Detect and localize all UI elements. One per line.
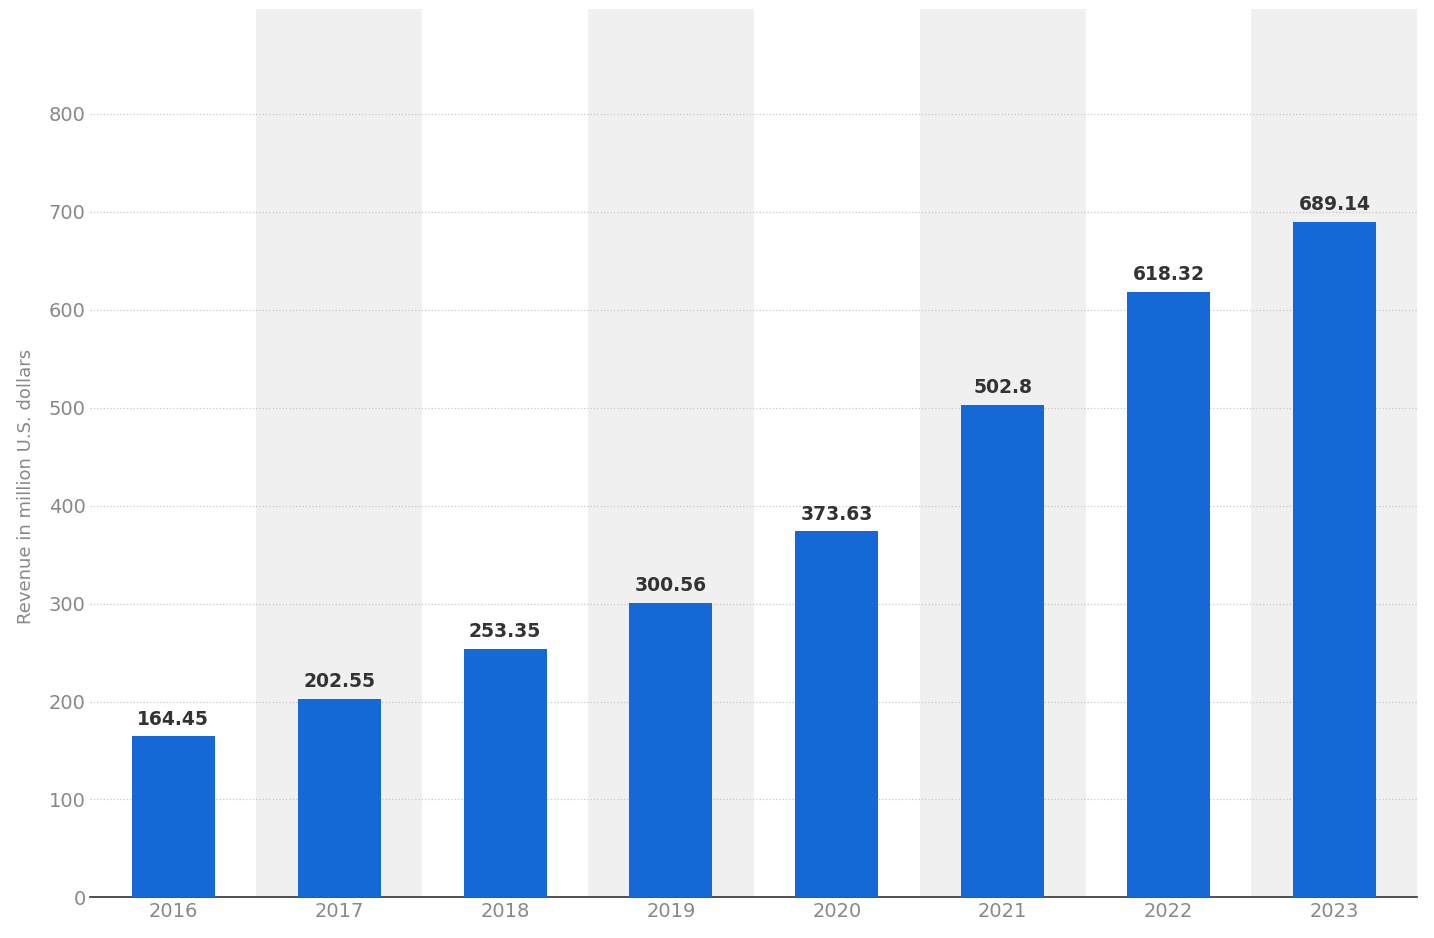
Bar — [463, 649, 546, 898]
Text: 618.32: 618.32 — [1133, 265, 1205, 284]
Text: 253.35: 253.35 — [469, 623, 541, 642]
Bar — [588, 8, 754, 74]
Bar — [961, 405, 1044, 898]
Bar — [1252, 74, 1417, 898]
Y-axis label: Revenue in million U.S. dollars: Revenue in million U.S. dollars — [17, 348, 34, 624]
Bar — [257, 8, 422, 74]
Bar — [1252, 8, 1417, 74]
Text: 202.55: 202.55 — [303, 673, 376, 691]
Text: 502.8: 502.8 — [974, 378, 1032, 397]
Bar — [298, 699, 380, 898]
Bar — [588, 74, 754, 898]
Bar — [796, 532, 878, 898]
Text: 373.63: 373.63 — [800, 505, 873, 523]
Text: 300.56: 300.56 — [635, 576, 707, 595]
Text: 164.45: 164.45 — [138, 709, 209, 729]
Bar — [1293, 222, 1375, 898]
Bar — [132, 736, 215, 898]
Bar — [257, 74, 422, 898]
Bar — [1127, 292, 1210, 898]
Text: 689.14: 689.14 — [1298, 195, 1371, 215]
Bar — [630, 603, 713, 898]
Bar — [919, 8, 1086, 74]
Bar — [919, 74, 1086, 898]
